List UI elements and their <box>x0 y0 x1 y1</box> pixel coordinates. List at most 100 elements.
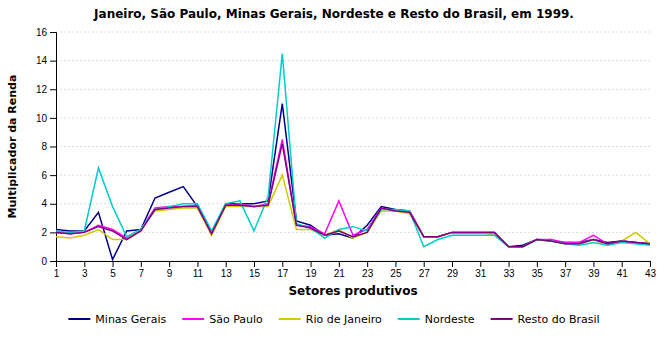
y-tick-label: 4 <box>41 198 47 209</box>
x-tick-mark <box>650 261 651 267</box>
x-tick-mark <box>565 261 566 267</box>
y-tick: 8 <box>41 141 56 152</box>
x-tick-mark <box>197 261 198 267</box>
y-tick-label: 12 <box>36 84 48 95</box>
x-tick-mark <box>367 261 368 267</box>
chart: 1357911131517192123252729313335373941430… <box>0 0 668 339</box>
x-tick-mark <box>339 261 340 267</box>
grid-line <box>56 146 650 147</box>
x-tick-label: 13 <box>221 268 233 279</box>
x-tick-mark <box>113 261 114 267</box>
grid-line <box>56 232 650 233</box>
x-tick: 23 <box>362 261 374 279</box>
x-tick: 31 <box>475 261 487 279</box>
x-tick-label: 19 <box>306 268 318 279</box>
y-tick-label: 2 <box>41 227 47 238</box>
y-tick-label: 8 <box>41 141 47 152</box>
legend-swatch <box>182 318 204 320</box>
grid-line <box>56 117 650 118</box>
x-tick-mark <box>509 261 510 267</box>
legend-item: São Paulo <box>182 313 263 326</box>
plot-area: 1357911131517192123252729313335373941430… <box>36 27 657 279</box>
legend-swatch <box>398 318 420 320</box>
x-tick-label: 3 <box>82 268 88 279</box>
series-group <box>56 53 650 259</box>
y-axis-line <box>50 33 57 262</box>
y-tick-mark <box>50 232 56 233</box>
x-tick-label: 29 <box>447 268 459 279</box>
x-tick-mark <box>311 261 312 267</box>
x-tick-mark <box>226 261 227 267</box>
x-tick: 3 <box>82 261 88 279</box>
x-tick-mark <box>452 261 453 267</box>
x-tick: 27 <box>419 261 431 279</box>
x-axis: 135791113151719212325272931333537394143 <box>54 261 657 279</box>
y-tick-label: 14 <box>36 55 48 66</box>
x-tick-label: 33 <box>504 268 516 279</box>
y-axis-title: Multiplicador da Renda <box>6 75 19 219</box>
series-line <box>56 139 650 246</box>
x-axis-title: Setores produtivos <box>288 284 417 298</box>
x-tick: 11 <box>193 261 204 279</box>
x-tick-label: 41 <box>617 268 629 279</box>
x-tick-label: 31 <box>475 268 487 279</box>
x-tick-label: 5 <box>110 268 116 279</box>
y-tick-label: 6 <box>41 170 47 181</box>
x-tick-label: 35 <box>532 268 544 279</box>
x-tick: 17 <box>277 261 289 279</box>
legend-label: Resto do Brasil <box>518 313 600 326</box>
x-tick-mark <box>254 261 255 267</box>
x-tick-label: 23 <box>362 268 374 279</box>
legend-label: Nordeste <box>425 313 475 326</box>
y-tick-label: 10 <box>36 113 48 124</box>
x-tick: 39 <box>588 261 600 279</box>
x-tick-mark <box>593 261 594 267</box>
legend-label: Minas Gerais <box>95 313 166 326</box>
x-tick-mark <box>84 261 85 267</box>
x-tick-mark <box>480 261 481 267</box>
legend-label: Rio de Janeiro <box>306 313 382 326</box>
x-tick: 1 <box>54 261 60 279</box>
x-tick-mark <box>395 261 396 267</box>
y-tick-mark <box>50 261 56 262</box>
x-tick: 5 <box>110 261 116 279</box>
x-tick: 19 <box>306 261 318 279</box>
grid-line <box>56 32 650 33</box>
x-axis-line <box>57 262 651 268</box>
y-axis: 0 2 4 6 8 10 12 14 16 <box>36 27 57 267</box>
y-tick-mark <box>50 204 56 205</box>
legend-item: Nordeste <box>398 313 475 326</box>
y-tick-mark <box>50 118 56 119</box>
x-tick: 29 <box>447 261 459 279</box>
legend-item: Resto do Brasil <box>491 313 600 326</box>
y-tick-mark <box>50 89 56 90</box>
y-tick-label: 0 <box>41 256 47 267</box>
y-tick: 0 <box>41 256 56 267</box>
x-tick-mark <box>537 261 538 267</box>
legend-item: Minas Gerais <box>68 313 166 326</box>
y-tick-mark <box>50 175 56 176</box>
x-tick-mark <box>424 261 425 267</box>
x-tick: 15 <box>249 261 261 279</box>
x-tick-label: 9 <box>167 268 173 279</box>
grid-line <box>56 89 650 90</box>
series-line <box>56 104 650 260</box>
y-grid <box>56 32 650 261</box>
x-tick-mark <box>141 261 142 267</box>
x-tick-label: 43 <box>645 268 657 279</box>
y-tick: 4 <box>41 198 56 209</box>
x-tick-label: 11 <box>193 268 204 279</box>
series-line <box>56 53 650 246</box>
x-tick: 43 <box>645 261 657 279</box>
y-tick: 10 <box>36 113 56 124</box>
y-tick-label: 16 <box>36 27 48 38</box>
legend-swatch <box>68 318 90 320</box>
x-tick-mark <box>169 261 170 267</box>
x-tick: 13 <box>221 261 233 279</box>
y-tick: 2 <box>41 227 56 238</box>
legend-swatch <box>491 318 513 320</box>
x-tick-mark <box>622 261 623 267</box>
x-tick-label: 1 <box>54 268 60 279</box>
x-tick-label: 15 <box>249 268 261 279</box>
grid-line <box>56 175 650 176</box>
